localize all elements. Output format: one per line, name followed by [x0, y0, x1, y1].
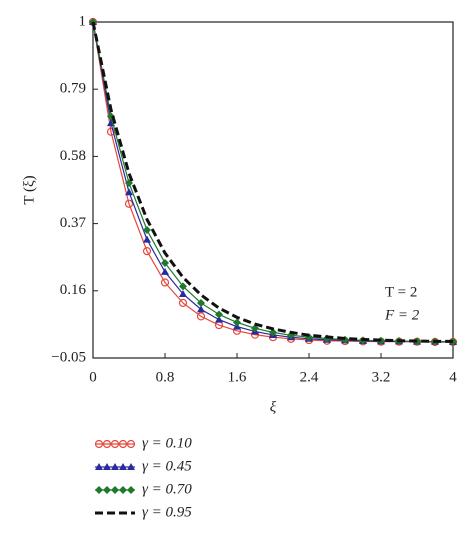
marker	[251, 324, 259, 333]
marker	[197, 305, 205, 313]
legend-marker	[118, 439, 128, 449]
legend-marker	[111, 486, 119, 494]
annotation: T = 2	[385, 284, 417, 300]
marker	[215, 315, 223, 323]
x-tick-label: 2.4	[300, 369, 319, 385]
legend-marker	[103, 463, 111, 470]
marker	[142, 247, 152, 256]
marker	[233, 318, 241, 327]
marker	[143, 226, 151, 234]
y-tick-label: 0.37	[60, 215, 87, 231]
marker	[106, 127, 116, 136]
x-tick-label: 1.6	[228, 369, 247, 385]
x-tick-label: 0.8	[156, 369, 175, 385]
marker	[125, 188, 133, 196]
marker	[160, 278, 170, 287]
marker	[161, 258, 169, 267]
legend-marker	[111, 463, 119, 470]
legend-marker	[119, 486, 127, 494]
legend-marker	[110, 439, 120, 449]
legend-marker	[119, 463, 127, 470]
y-tick-label: −0.05	[51, 349, 86, 365]
legend-marker	[94, 439, 104, 449]
marker	[143, 235, 151, 243]
y-axis-label: T (ξ)	[21, 175, 37, 204]
legend-marker	[95, 463, 103, 470]
plot-frame	[92, 21, 454, 359]
marker	[179, 290, 187, 297]
marker	[269, 328, 277, 337]
y-tick-label: 1	[79, 13, 87, 29]
legend-marker	[102, 439, 112, 449]
marker	[196, 312, 206, 321]
y-tick-label: 0.79	[60, 81, 86, 97]
annotation: F = 2	[384, 307, 420, 323]
marker	[197, 298, 205, 307]
marker	[179, 282, 187, 291]
y-tick-label: 0.58	[60, 148, 86, 164]
legend-label: γ = 0.10	[142, 435, 192, 451]
marker	[161, 267, 169, 275]
marker	[178, 298, 188, 308]
marker	[215, 310, 223, 319]
legend-marker	[127, 486, 135, 494]
legend-marker	[103, 486, 111, 494]
x-axis-label: ξ	[270, 399, 277, 415]
marker	[124, 199, 134, 208]
legend-marker	[127, 463, 135, 470]
x-tick-label: 3.2	[372, 369, 391, 385]
legend-label: γ = 0.70	[142, 481, 192, 497]
legend-label: γ = 0.95	[142, 504, 192, 520]
series-line	[91, 21, 453, 343]
legend-marker	[95, 486, 103, 494]
legend-label: γ = 0.45	[142, 458, 192, 474]
x-tick-label: 4	[449, 369, 457, 385]
legend-marker	[126, 439, 136, 449]
x-tick-label: 0	[89, 369, 97, 385]
y-tick-label: 0.16	[60, 282, 87, 298]
